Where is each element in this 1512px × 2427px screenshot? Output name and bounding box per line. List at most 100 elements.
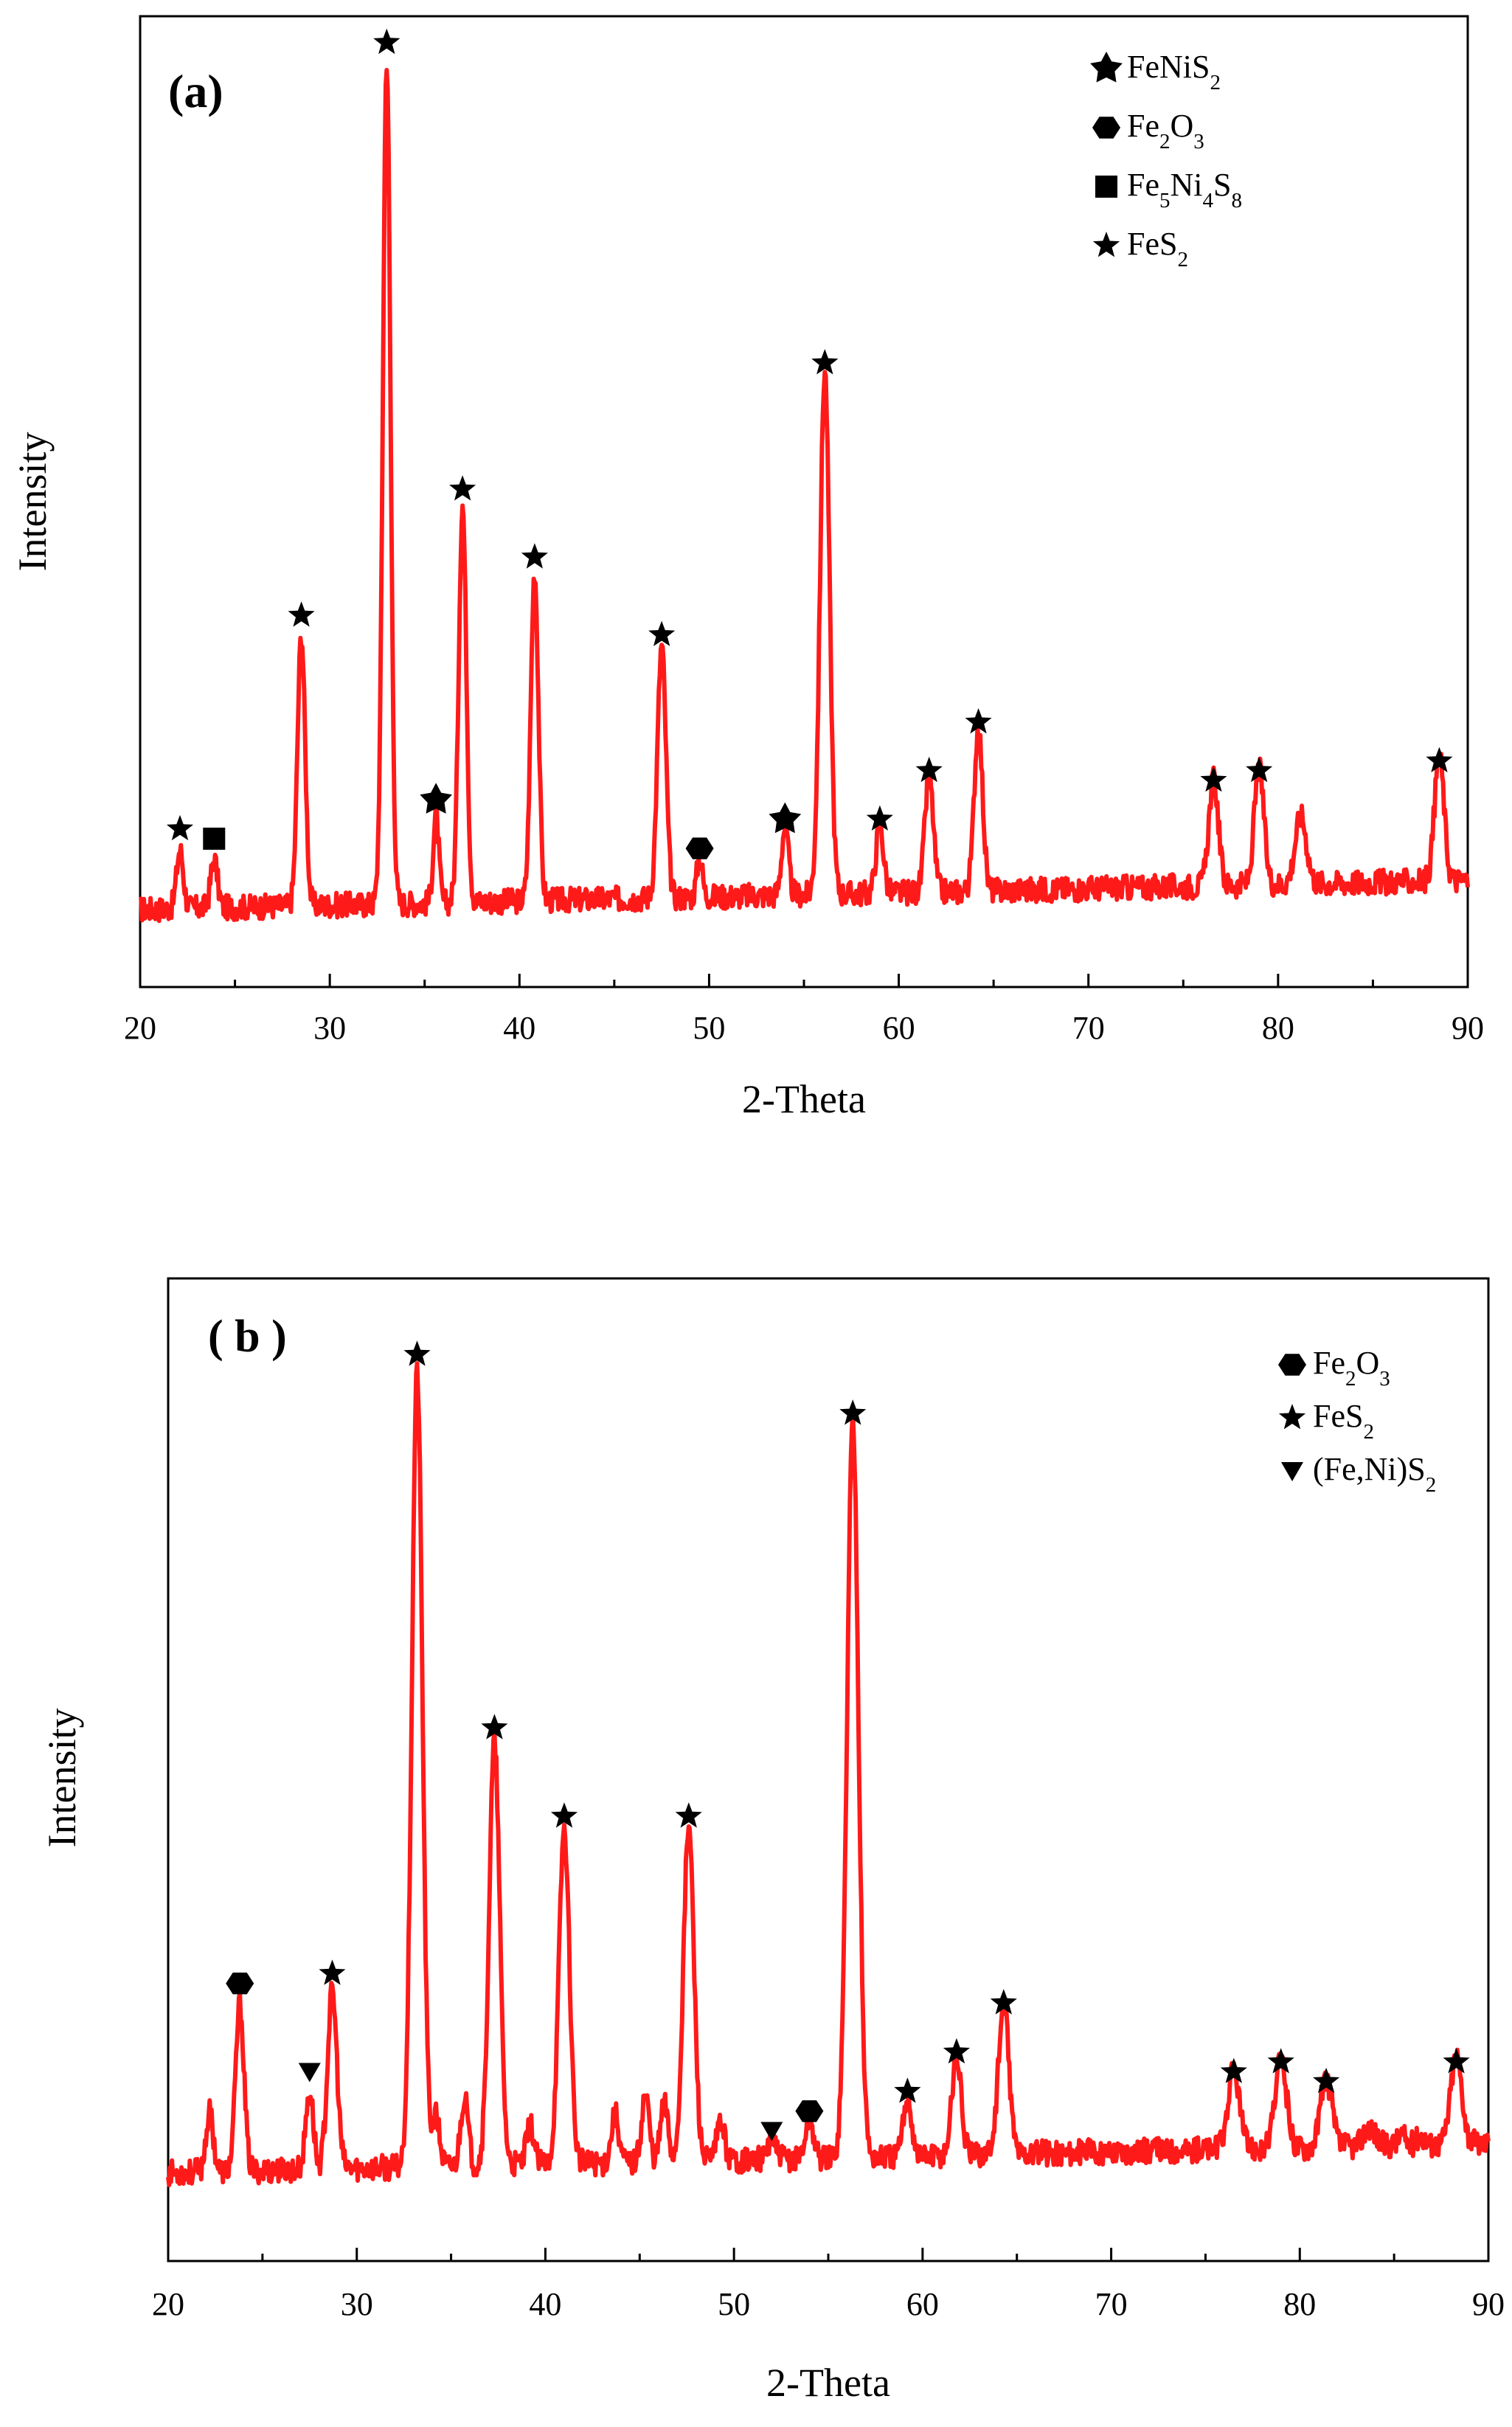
legend-label-part: FeS	[1313, 1398, 1363, 1434]
peak-marker-star	[1267, 2048, 1294, 2074]
peak-marker-big-star	[420, 783, 452, 814]
x-tick-label: 50	[693, 1010, 725, 1046]
peak-marker-star	[866, 805, 893, 831]
legend-label-sub: 2	[1426, 1473, 1437, 1497]
legend-label-part: Fe	[1127, 108, 1159, 144]
plot-frame	[139, 15, 1469, 989]
legend-label-part: Fe	[1313, 1345, 1345, 1381]
x-tick-label: 90	[1452, 1010, 1484, 1046]
x-tick-label: 40	[529, 2286, 561, 2322]
x-tick-label: 20	[124, 1010, 156, 1046]
peak-marker-star	[403, 1340, 431, 1366]
peak-marker-star	[915, 756, 943, 783]
peak-marker-star	[1313, 2067, 1340, 2094]
y-axis-title: Intensity	[40, 1708, 84, 1848]
legend-marker-hexagon	[1278, 1354, 1306, 1376]
peak-marker-star	[319, 1959, 346, 1985]
peak-marker-triangle	[298, 2063, 321, 2082]
peak-marker-star	[166, 814, 194, 841]
x-tick-label: 80	[1283, 2286, 1316, 2322]
plot-area: 20 30 40 50 60 70 80 90	[152, 1277, 1505, 2322]
legend-label-part: O	[1356, 1345, 1380, 1381]
legend-label: Fe2O3	[1127, 108, 1204, 153]
x-axis-title: 2-Theta	[742, 1077, 866, 1121]
legend-label-sub: 2	[1159, 130, 1171, 153]
x-tick-label: 30	[313, 1010, 346, 1046]
xrd-trace	[139, 68, 1470, 924]
x-tick-label: 30	[341, 2286, 373, 2322]
x-tick-label: 50	[718, 2286, 750, 2322]
legend-label-part: Ni	[1171, 167, 1203, 203]
peak-marker-star	[839, 1399, 867, 1425]
peak-marker-square	[203, 827, 226, 850]
legend-label-part: FeS	[1127, 226, 1177, 262]
peak-marker-hexagon	[795, 2100, 824, 2122]
x-tick-label: 70	[1072, 1010, 1105, 1046]
plot-area: 20 30 40 50 60 70 80 90	[124, 15, 1484, 1046]
x-tick-label: 90	[1472, 2286, 1505, 2322]
panel-label: (a)	[168, 65, 223, 117]
xrd-panel-a: 20 30 40 50 60 70 80 90 2-Theta Intensity (a) FeNiS…	[0, 0, 1512, 1151]
legend-marker-star	[1092, 232, 1120, 257]
legend-label: FeS2	[1127, 226, 1188, 271]
legend-label-part: S	[1213, 167, 1231, 203]
peak-marker-star	[288, 601, 315, 627]
legend-marker-square	[1095, 176, 1117, 198]
legend-label-sub: 8	[1231, 189, 1242, 212]
peak-marker-star	[965, 708, 992, 734]
legend-label-sub: 3	[1193, 130, 1204, 153]
x-tick-label: 60	[906, 2286, 939, 2322]
peak-marker-star	[1200, 766, 1227, 792]
peak-marker-star	[521, 543, 548, 569]
peak-marker-big-star	[769, 802, 802, 834]
legend-label-part: O	[1171, 108, 1194, 144]
peak-marker-star	[894, 2077, 921, 2103]
peak-marker-hexagon	[226, 1973, 254, 1995]
peak-marker-star	[943, 2037, 970, 2064]
peak-marker-star	[449, 475, 476, 501]
legend-label-sub: 5	[1159, 189, 1171, 212]
legend-marker-star	[1278, 1404, 1306, 1430]
y-axis-title: Intensity	[10, 432, 55, 572]
peak-marker-star	[675, 1802, 702, 1828]
legend-label-sub: 2	[1363, 1420, 1374, 1444]
legend-label-sub: 2	[1177, 248, 1188, 271]
x-tick-label: 60	[883, 1010, 915, 1046]
x-tick-label: 20	[152, 2286, 184, 2322]
legend-label-part: (Fe,Ni)S	[1313, 1451, 1426, 1487]
peak-marker-triangle	[760, 2122, 783, 2142]
peak-marker-star	[1246, 756, 1273, 783]
peak-marker-star	[373, 28, 400, 55]
peak-marker-star	[481, 1714, 508, 1739]
peak-marker-star	[550, 1802, 578, 1828]
peak-marker-star	[1426, 747, 1453, 772]
legend-label: Fe5Ni4S8	[1127, 167, 1242, 212]
peak-marker-star	[990, 1989, 1017, 2015]
panel-label: ( b )	[208, 1312, 287, 1362]
legend-marker-hexagon	[1092, 117, 1120, 139]
peak-marker-star	[1220, 2057, 1247, 2083]
peak-marker-star	[1443, 2048, 1470, 2074]
legend-label: Fe2O3	[1313, 1345, 1390, 1391]
x-tick-label: 40	[503, 1010, 535, 1046]
legend-label-part: Fe	[1127, 167, 1159, 203]
legend-label-part: FeNiS	[1127, 49, 1210, 85]
legend-label: FeNiS2	[1127, 49, 1221, 94]
peak-marker-hexagon	[685, 837, 714, 859]
peak-marker-star	[811, 349, 839, 375]
legend-marker-triangle	[1281, 1462, 1303, 1481]
x-axis-title: 2-Theta	[766, 2361, 890, 2405]
xrd-panel-b: 20 30 40 50 60 70 80 90 2-Theta Intensity( b ) Fe2…	[0, 1225, 1512, 2423]
legend-marker-big-star	[1090, 52, 1123, 83]
legend-label-sub: 3	[1379, 1367, 1390, 1391]
legend-label-sub: 2	[1345, 1367, 1356, 1391]
x-tick-label: 80	[1262, 1010, 1294, 1046]
legend-label: FeS2	[1313, 1398, 1374, 1444]
x-tick-label: 70	[1095, 2286, 1128, 2322]
xrd-trace	[166, 1361, 1491, 2187]
legend-label: (Fe,Ni)S2	[1313, 1451, 1436, 1497]
